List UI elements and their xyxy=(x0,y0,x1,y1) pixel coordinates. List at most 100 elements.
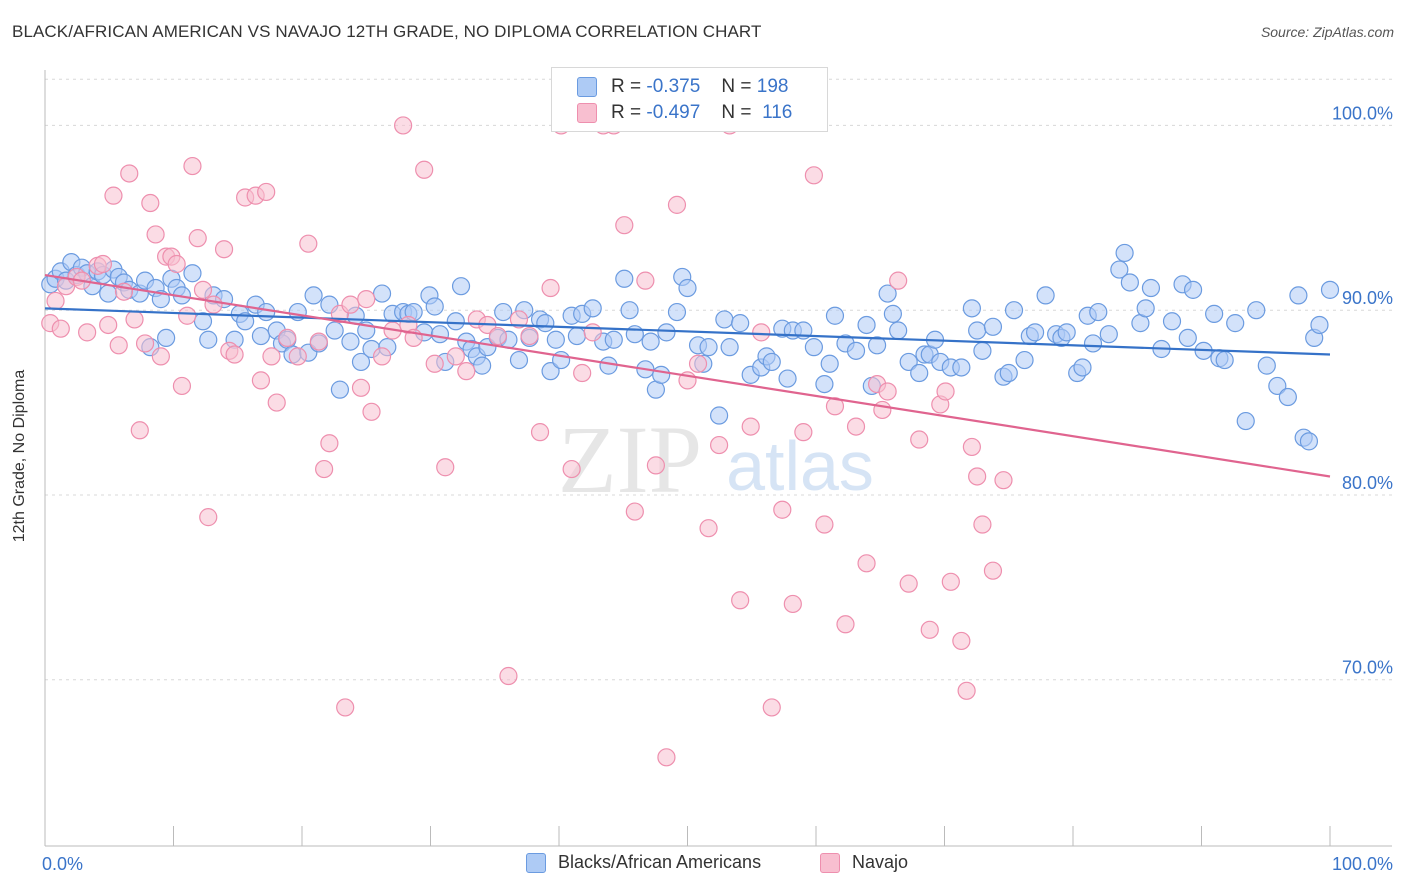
watermark-zip: ZIP xyxy=(558,406,702,513)
point-navajo xyxy=(962,437,981,457)
point-navajo xyxy=(688,354,708,373)
point-blacks xyxy=(883,304,902,323)
point-navajo xyxy=(731,591,750,610)
point-navajo xyxy=(699,519,718,538)
legend-n-value: 116 xyxy=(762,102,793,123)
tick-labels: 70.0% 80.0% 90.0% 100.0% 0.0% 100.0% xyxy=(42,103,1393,874)
point-blacks xyxy=(846,341,866,360)
point-navajo xyxy=(167,254,186,274)
point-blacks xyxy=(193,312,213,331)
legend-n-value: 198 xyxy=(756,76,789,97)
series-navajo-points xyxy=(41,116,1013,767)
point-blacks xyxy=(820,354,839,373)
point-navajo xyxy=(509,310,529,329)
point-blacks xyxy=(657,323,676,342)
point-blacks xyxy=(999,363,1018,383)
point-navajo xyxy=(135,334,155,353)
trend-lines xyxy=(44,273,1331,478)
point-navajo xyxy=(120,164,139,183)
point-blacks xyxy=(473,356,492,375)
legend-swatch-blue xyxy=(526,852,546,873)
point-navajo xyxy=(952,631,971,651)
series-legend: Blacks/African Americans Navajo xyxy=(0,852,1406,876)
point-blacks xyxy=(641,332,660,351)
point-navajo xyxy=(520,326,539,346)
source-label: Source: ZipAtlas.com xyxy=(1260,24,1394,40)
point-navajo xyxy=(499,666,518,686)
point-blacks xyxy=(731,314,750,333)
point-navajo xyxy=(372,347,392,366)
point-blacks xyxy=(962,299,981,318)
point-navajo xyxy=(141,193,160,213)
point-navajo xyxy=(873,400,892,420)
point-navajo xyxy=(968,467,987,486)
point-navajo xyxy=(625,502,644,521)
point-blacks xyxy=(1215,350,1234,370)
point-blacks xyxy=(762,352,781,372)
point-navajo xyxy=(615,216,634,235)
point-blacks xyxy=(546,330,565,349)
point-navajo xyxy=(394,116,413,135)
point-blacks xyxy=(604,330,623,349)
point-blacks xyxy=(715,310,734,329)
point-blacks xyxy=(910,363,929,383)
point-blacks xyxy=(652,365,671,384)
point-blacks xyxy=(536,314,555,333)
point-navajo xyxy=(78,323,97,342)
axes xyxy=(44,70,1392,847)
point-blacks xyxy=(583,299,602,318)
point-navajo xyxy=(415,160,434,179)
point-blacks xyxy=(430,325,450,344)
legend-r-value: -0.497 xyxy=(646,102,701,123)
legend-item-blacks: Blacks/African Americans xyxy=(526,852,761,873)
point-blacks xyxy=(1178,328,1197,348)
point-navajo xyxy=(889,271,908,290)
point-navajo xyxy=(530,423,550,442)
point-blacks xyxy=(157,328,176,348)
point-navajo xyxy=(541,278,560,298)
point-navajo xyxy=(994,471,1013,490)
point-blacks xyxy=(1036,286,1055,305)
point-navajo xyxy=(657,748,676,767)
point-blacks xyxy=(1247,301,1266,320)
legend-row-blacks: R = -0.375 N = 198 xyxy=(577,75,788,99)
point-blacks xyxy=(620,301,639,320)
point-navajo xyxy=(941,572,960,591)
point-blacks xyxy=(709,406,729,425)
point-navajo xyxy=(646,456,666,475)
point-navajo xyxy=(46,291,65,311)
point-navajo xyxy=(709,435,729,455)
point-navajo xyxy=(188,229,207,248)
point-blacks xyxy=(341,332,360,351)
point-blacks xyxy=(1289,286,1308,305)
grid-lines xyxy=(45,78,1392,681)
legend-n-label: N = xyxy=(721,102,752,123)
point-navajo xyxy=(783,594,802,614)
point-blacks xyxy=(509,350,529,370)
y-tick-label: 90.0% xyxy=(1342,288,1393,308)
point-navajo xyxy=(362,402,381,421)
point-blacks xyxy=(541,362,560,381)
legend-item-navajo: Navajo xyxy=(820,852,908,873)
point-blacks xyxy=(1183,280,1203,299)
point-blacks xyxy=(451,277,471,296)
point-navajo xyxy=(257,182,276,202)
stats-legend: R = -0.375 N = 198 R = -0.497 N = 116 xyxy=(551,67,828,132)
point-navajo xyxy=(357,290,376,309)
point-blacks xyxy=(867,336,887,355)
legend-label-navajo: Navajo xyxy=(852,852,909,872)
point-navajo xyxy=(741,417,760,436)
point-navajo xyxy=(199,508,218,527)
point-blacks xyxy=(304,286,323,305)
y-tick-label: 100.0% xyxy=(1332,103,1393,123)
point-navajo xyxy=(336,698,355,717)
point-blacks xyxy=(952,358,971,377)
point-navajo xyxy=(910,430,929,449)
point-blacks xyxy=(1205,304,1224,323)
point-blacks xyxy=(983,317,1003,336)
point-blacks xyxy=(425,297,444,316)
point-navajo xyxy=(899,574,918,593)
point-blacks xyxy=(1004,301,1024,320)
point-blacks xyxy=(599,356,618,375)
point-navajo xyxy=(920,620,939,639)
